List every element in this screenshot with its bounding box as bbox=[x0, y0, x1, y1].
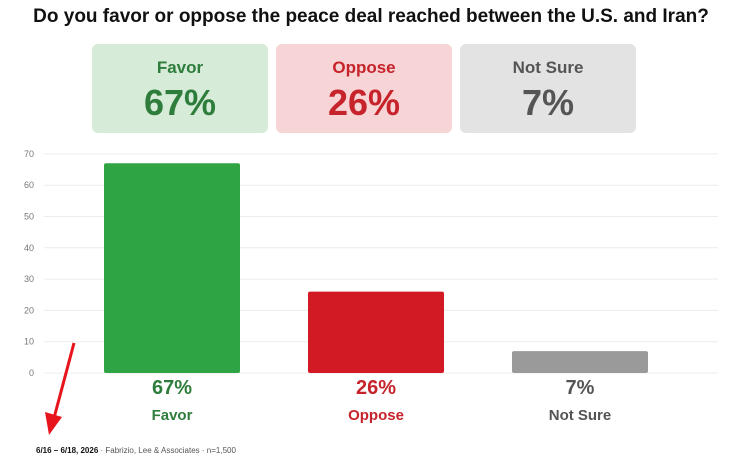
y-tick-label-30: 30 bbox=[24, 274, 34, 284]
not-sure-summary-card: Not Sure 7% bbox=[460, 44, 636, 133]
oppose-summary-card: Oppose 26% bbox=[276, 44, 452, 133]
not-sure-category-label: Not Sure bbox=[548, 407, 612, 424]
oppose-bar-value-label: 26% bbox=[355, 377, 397, 399]
favor-card-label: Favor bbox=[156, 58, 204, 77]
not-sure-card-label: Not Sure bbox=[512, 58, 584, 77]
favor-bar-value-label: 67% bbox=[151, 377, 193, 399]
not-sure-card-value: 7% bbox=[521, 82, 575, 123]
y-tick-label-70: 70 bbox=[24, 149, 34, 159]
bar-oppose bbox=[308, 291, 444, 373]
favor-category-label: Favor bbox=[151, 407, 193, 424]
y-tick-label-20: 20 bbox=[24, 305, 34, 315]
red-arrow-annotation bbox=[45, 342, 76, 435]
favor-summary-card: Favor 67% bbox=[92, 44, 268, 133]
oppose-card-value: 26% bbox=[327, 82, 401, 123]
y-tick-label-0: 0 bbox=[29, 368, 34, 378]
bar-favor bbox=[104, 163, 240, 373]
oppose-category-label: Oppose bbox=[348, 407, 404, 424]
y-tick-label-50: 50 bbox=[24, 212, 34, 222]
chart-title: Do you favor or oppose the peace deal re… bbox=[33, 6, 709, 27]
y-tick-label-60: 60 bbox=[24, 180, 34, 190]
not-sure-bar-value-label: 7% bbox=[565, 377, 595, 399]
poll-dates: 6/16 – 6/18, 2026 bbox=[36, 446, 99, 455]
y-tick-label-40: 40 bbox=[24, 243, 34, 253]
bar-not-sure bbox=[512, 351, 648, 373]
source-footer: 6/16 – 6/18, 2026 · Fabrizio, Lee & Asso… bbox=[36, 446, 236, 455]
poll-source: · Fabrizio, Lee & Associates · n=1,500 bbox=[98, 446, 236, 455]
oppose-card-label: Oppose bbox=[332, 58, 396, 77]
y-tick-label-10: 10 bbox=[24, 337, 34, 347]
favor-card-value: 67% bbox=[143, 82, 217, 123]
